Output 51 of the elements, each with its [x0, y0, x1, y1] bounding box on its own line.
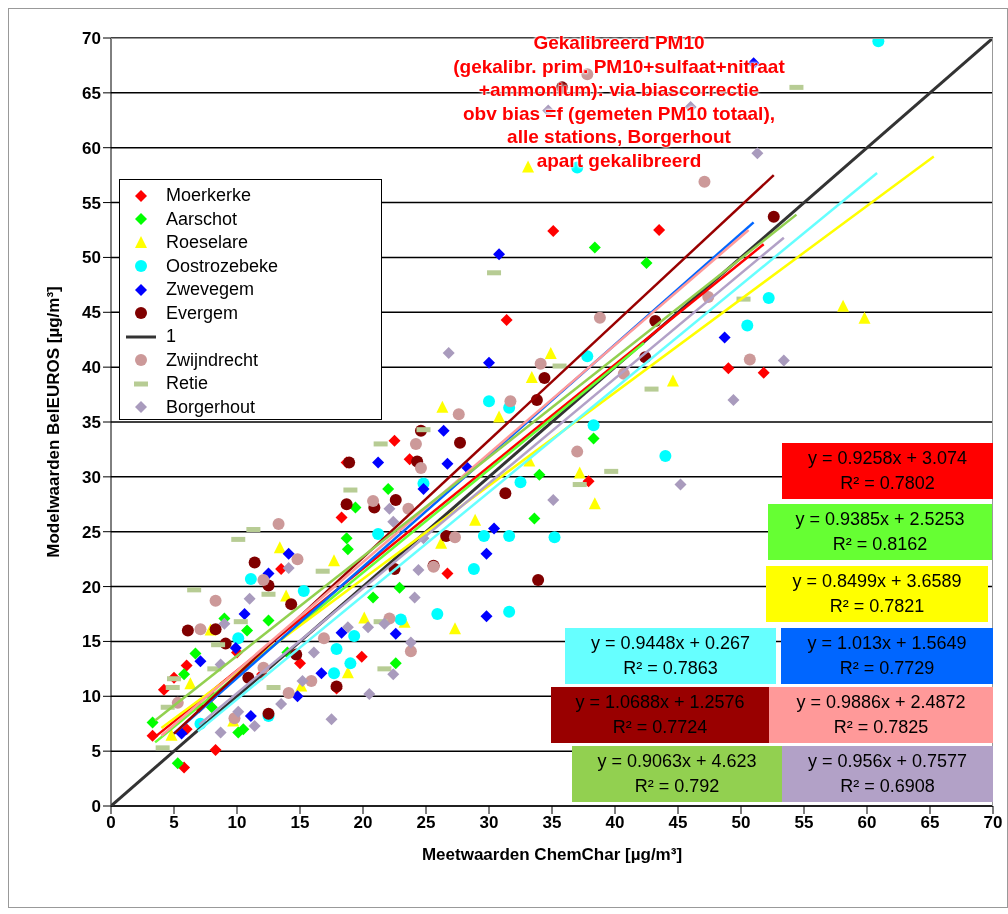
x-tick-label: 45: [668, 813, 688, 833]
y-tick-label: 20: [82, 577, 101, 597]
x-tick-label: 60: [857, 813, 877, 833]
y-tick-label: 40: [82, 358, 101, 378]
x-tick-label: 35: [542, 813, 562, 833]
x-tick-label: 25: [416, 813, 436, 833]
legend-label: Evergem: [166, 301, 239, 325]
annotation: y = 0.9258x + 3.074 R² = 0.7802: [782, 443, 993, 499]
legend-label: 1: [166, 325, 177, 348]
x-tick-label: 0: [106, 813, 116, 833]
y-tick-label: 0: [91, 797, 101, 817]
y-tick-label: 55: [82, 193, 101, 213]
annotation: y = 0.9448x + 0.267 R² = 0.7863: [565, 628, 776, 684]
x-tick-label: 5: [169, 813, 179, 833]
y-tick-label: 25: [82, 522, 101, 542]
annotation: y = 0.956x + 0.7577 R² = 0.6908: [782, 746, 993, 802]
annotation: y = 0.9063x + 4.623 R² = 0.792: [572, 746, 782, 802]
x-tick-label: 15: [290, 813, 310, 833]
y-tick-label: 35: [82, 413, 101, 433]
x-tick-label: 55: [794, 813, 814, 833]
y-tick-label: 70: [82, 29, 101, 49]
annotation: y = 0.8499x + 3.6589 R² = 0.7821: [766, 566, 988, 622]
x-tick-label: 30: [479, 813, 499, 833]
x-axis-title: Meetwaarden ChemChar [µg/m³]: [421, 845, 683, 865]
legend-label: Moerkerke: [166, 184, 252, 207]
legend-label: Oostrozebeke: [166, 254, 279, 278]
y-tick-label: 10: [82, 687, 101, 707]
y-tick-label: 45: [82, 303, 101, 323]
y-tick-label: 60: [82, 138, 101, 158]
annotation: y = 0.9886x + 2.4872 R² = 0.7825: [769, 687, 993, 743]
x-tick-label: 50: [731, 813, 751, 833]
x-tick-label: 20: [353, 813, 373, 833]
annotation: y = 1.013x + 1.5649 R² = 0.7729: [781, 628, 993, 684]
annotation: y = 0.9385x + 2.5253 R² = 0.8162: [768, 504, 992, 560]
y-axis-title: Modelwaarden BelEUROS [µg/m³]: [44, 286, 64, 558]
legend-label: Zwevegem: [166, 278, 255, 301]
x-tick-label: 40: [605, 813, 625, 833]
legend-label: Aarschot: [166, 207, 238, 231]
y-tick-label: 5: [91, 742, 101, 762]
legend-label: Zwijndrecht: [166, 348, 259, 372]
x-tick-label: 65: [920, 813, 940, 833]
y-tick-label: 15: [82, 632, 101, 652]
legend-label: Retie: [166, 372, 209, 395]
y-tick-label: 50: [82, 248, 101, 268]
legend-label: Roeselare: [166, 231, 249, 254]
y-tick-label: 65: [82, 83, 101, 103]
annotation: y = 1.0688x + 1.2576 R² = 0.7724: [551, 687, 769, 743]
x-tick-label: 10: [227, 813, 247, 833]
y-tick-label: 30: [82, 467, 101, 487]
x-tick-label: 70: [983, 813, 1003, 833]
legend-label: Borgerhout: [166, 395, 256, 419]
